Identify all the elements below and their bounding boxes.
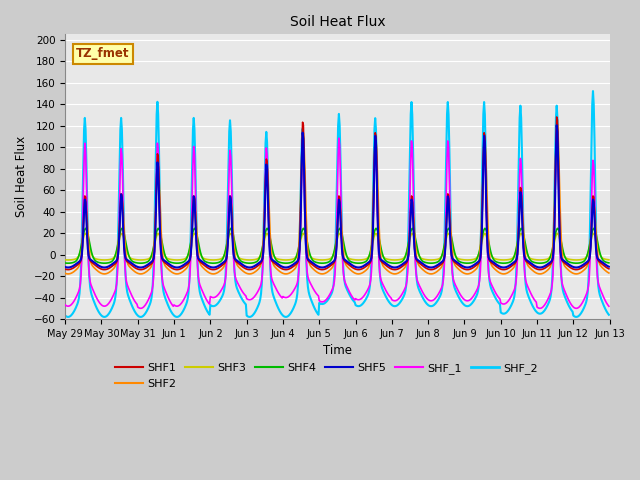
SHF_2: [127, 300, 135, 306]
Line: SHF3: SHF3: [65, 233, 609, 260]
SHF3: [61, 257, 69, 263]
SHF5: [71, 262, 79, 268]
Line: SHF_2: SHF_2: [65, 91, 609, 317]
SHF_1: [183, 290, 191, 296]
SHF4: [129, 258, 136, 264]
SHF_2: [404, 253, 412, 259]
SHF3: [212, 257, 220, 263]
SHF5: [61, 264, 69, 270]
SHF3: [129, 256, 136, 262]
Line: SHF2: SHF2: [65, 124, 609, 274]
SHF5: [404, 256, 412, 262]
SHF1: [404, 257, 412, 263]
SHF_1: [420, 291, 428, 297]
SHF_2: [605, 312, 612, 318]
SHF5: [420, 262, 428, 267]
SHF2: [65, 271, 72, 277]
SHF1: [553, 114, 561, 120]
SHF5: [211, 264, 219, 270]
SHF1: [65, 267, 72, 273]
SHF4: [212, 260, 220, 266]
SHF1: [61, 266, 69, 272]
SHF1: [128, 263, 136, 268]
SHF4: [65, 260, 72, 266]
SHF_2: [182, 301, 190, 307]
SHF_2: [71, 307, 79, 312]
SHF2: [404, 253, 412, 259]
Y-axis label: Soil Heat Flux: Soil Heat Flux: [15, 136, 28, 217]
SHF_1: [553, 125, 561, 131]
SHF4: [605, 260, 612, 266]
Line: SHF_1: SHF_1: [65, 128, 609, 308]
Legend: SHF1, SHF2, SHF3, SHF4, SHF5, SHF_1, SHF_2: SHF1, SHF2, SHF3, SHF4, SHF5, SHF_1, SHF…: [111, 359, 542, 393]
SHF1: [212, 266, 220, 272]
SHF1: [420, 264, 428, 269]
SHF_1: [71, 297, 79, 302]
Line: SHF4: SHF4: [65, 228, 609, 263]
SHF_2: [420, 296, 428, 302]
SHF3: [184, 253, 191, 259]
SHF4: [184, 253, 191, 259]
Title: Soil Heat Flux: Soil Heat Flux: [289, 15, 385, 29]
SHF_1: [137, 305, 145, 311]
SHF3: [420, 256, 428, 262]
SHF3: [404, 242, 412, 248]
Text: TZ_fmet: TZ_fmet: [76, 47, 129, 60]
SHF2: [61, 270, 69, 276]
SHF_2: [246, 314, 253, 320]
SHF4: [61, 260, 69, 266]
SHF5: [355, 264, 362, 270]
SHF2: [554, 121, 561, 127]
SHF5: [182, 260, 190, 266]
SHF3: [82, 230, 90, 236]
SHF5: [553, 122, 561, 128]
SHF5: [127, 260, 135, 265]
SHF_1: [605, 303, 612, 309]
SHF5: [605, 264, 612, 270]
SHF1: [183, 262, 191, 267]
SHF2: [605, 270, 612, 276]
SHF_1: [404, 269, 412, 275]
SHF_2: [589, 88, 597, 94]
SHF_1: [61, 302, 69, 308]
SHF_2: [211, 303, 219, 309]
SHF1: [605, 266, 612, 272]
SHF4: [72, 258, 79, 264]
SHF1: [72, 264, 79, 269]
X-axis label: Time: Time: [323, 344, 352, 357]
SHF2: [72, 267, 79, 273]
SHF2: [183, 265, 191, 271]
SHF2: [128, 266, 136, 272]
SHF4: [82, 226, 90, 231]
SHF_1: [212, 294, 220, 300]
SHF2: [212, 271, 220, 276]
SHF3: [605, 257, 612, 263]
Line: SHF5: SHF5: [65, 125, 609, 267]
SHF2: [420, 267, 428, 273]
SHF_2: [61, 312, 69, 318]
SHF3: [72, 256, 79, 262]
SHF4: [404, 240, 412, 246]
SHF4: [420, 259, 428, 265]
SHF3: [65, 257, 72, 263]
SHF_1: [127, 291, 135, 297]
Line: SHF1: SHF1: [65, 117, 609, 270]
